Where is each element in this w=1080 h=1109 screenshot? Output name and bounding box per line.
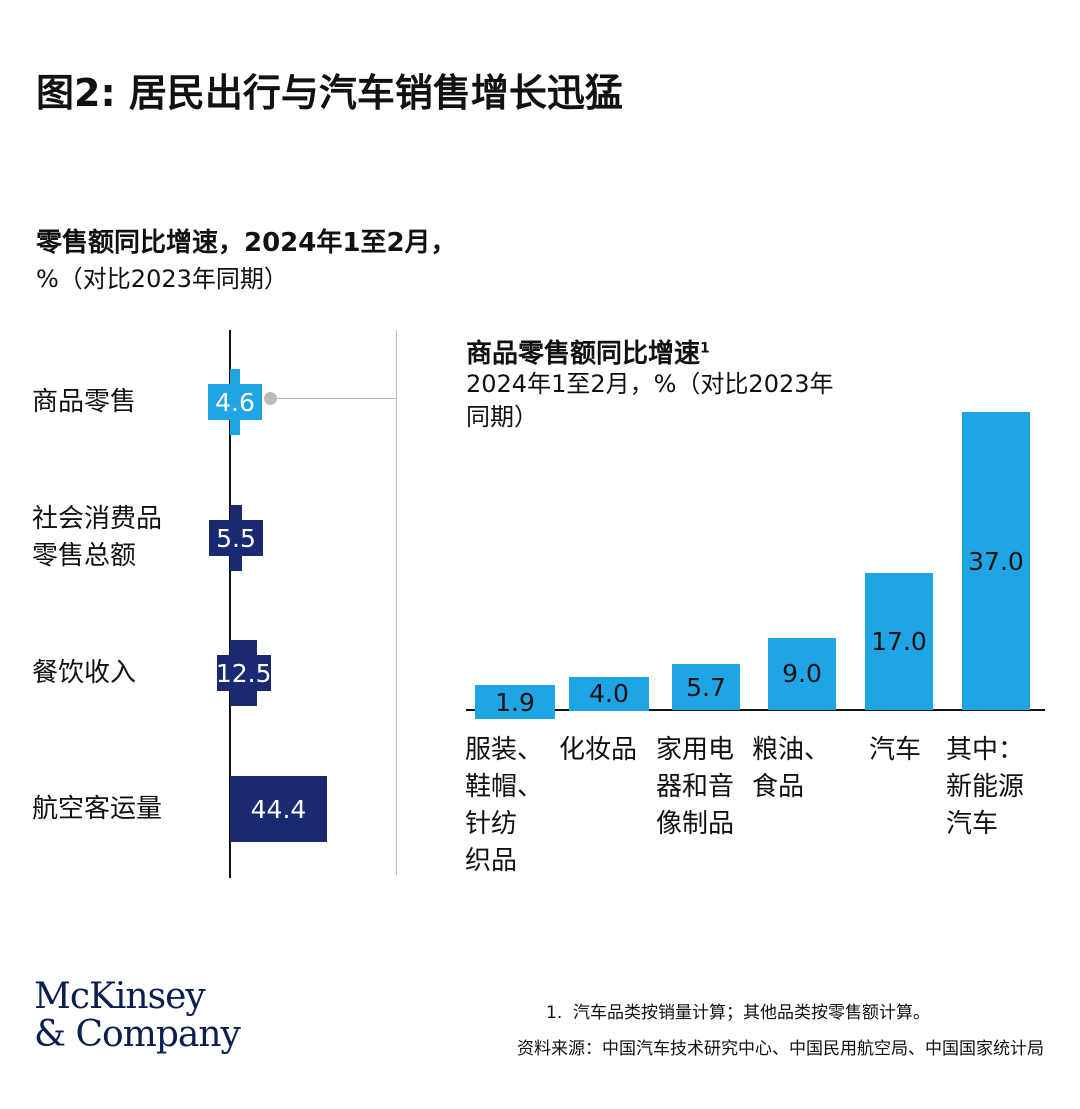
value-label: 9.0 — [782, 659, 822, 689]
value-label: 44.4 — [230, 791, 327, 827]
axis-line — [229, 330, 231, 878]
bar — [865, 573, 933, 710]
category-label: 粮油、 食品 — [752, 735, 831, 802]
panel-title-note: 1 — [700, 340, 710, 357]
separator — [396, 330, 397, 875]
value-label: 4.6 — [208, 384, 263, 420]
value-label: 17.0 — [871, 627, 927, 657]
value-label: 4.0 — [569, 676, 649, 711]
subtitle: 零售额同比增速，2024年1至2月， — [36, 228, 457, 258]
logo: McKinsey & Company — [34, 976, 241, 1055]
value-label: 37.0 — [968, 546, 1024, 576]
connector — [270, 398, 397, 399]
category-label: 社会消费品 零售总额 — [32, 504, 163, 571]
category-label: 服装、 鞋帽、 针纺 织品 — [465, 735, 544, 876]
bar — [768, 637, 836, 710]
source: 资料来源：中国汽车技术研究中心、中国民用航空局、中国国家统计局 — [517, 1039, 1044, 1059]
bar — [962, 412, 1030, 710]
bar — [672, 664, 740, 710]
category-label: 航空客运量 — [32, 793, 163, 824]
baseline — [466, 709, 1045, 711]
footnote: 1. 汽车品类按销量计算；其他品类按零售额计算。 — [546, 998, 930, 1023]
category-label: 汽车 — [868, 735, 921, 765]
connector-dot — [264, 392, 277, 405]
category-label: 商品零售 — [32, 386, 137, 417]
panel-title: 商品零售额同比增速1 — [466, 333, 710, 370]
page-title: 图2: 居民出行与汽车销售增长迅猛 — [36, 71, 623, 115]
category-label: 其中： 新能源 汽车 — [946, 735, 1025, 839]
value-label: 12.5 — [216, 655, 271, 691]
value-label: 5.5 — [209, 520, 263, 556]
unit: %（对比2023年同期） — [36, 265, 288, 293]
category-label: 化妆品 — [559, 735, 638, 765]
value-label: 5.7 — [686, 672, 726, 702]
panel-title-text: 商品零售额同比增速 — [466, 339, 701, 369]
category-label: 餐饮收入 — [32, 657, 137, 688]
value-label: 1.9 — [475, 685, 555, 720]
footnote-marker: 1. — [546, 1003, 563, 1023]
category-label: 家用电 器和音 像制品 — [656, 735, 735, 839]
panel-subtitle: 2024年1至2月，%（对比2023年 同期） — [466, 370, 834, 431]
footnote-text: 汽车品类按销量计算；其他品类按零售额计算。 — [573, 1003, 931, 1023]
